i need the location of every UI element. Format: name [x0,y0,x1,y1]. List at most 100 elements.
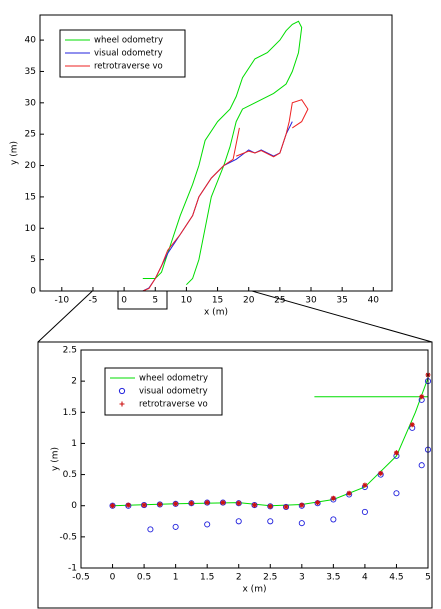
y-tick-label: 5 [30,255,36,265]
point [393,490,400,497]
x-tick-label: -0.5 [72,573,90,583]
y-tick-label: 15 [25,192,36,202]
y-tick-label: 20 [25,161,37,171]
y-axis-label: y (m) [51,447,61,471]
point [141,502,148,509]
point [204,499,211,506]
point [141,502,147,508]
legend-label: wheel odometry [139,374,208,384]
legend-label: wheel odometry [94,36,163,46]
point [204,500,210,506]
y-axis-label: y (m) [10,141,20,165]
y-tick-label: -1 [68,564,77,574]
point [267,518,274,525]
point [172,500,179,507]
y-tick-label: 2 [71,377,77,387]
point [282,503,290,511]
point [236,500,242,506]
x-tick-label: 40 [368,296,380,306]
point [283,504,289,510]
data-line [124,99,309,292]
y-tick-label: 25 [25,130,36,140]
point [409,422,415,428]
point [156,501,163,508]
data-line [142,20,303,286]
x-tick-label: 3.5 [326,573,340,583]
x-tick-label: 35 [336,296,347,306]
point [330,495,336,501]
point [220,500,226,506]
point [235,518,242,525]
x-tick-label: 5 [425,573,431,583]
y-tick-label: -0.5 [59,532,77,542]
legend-label: visual odometry [139,387,208,397]
y-tick-label: 30 [25,98,37,108]
point [361,508,368,515]
x-tick-label: 10 [181,296,193,306]
legend-swatch [119,401,125,407]
legend-label: retrotraverse vo [139,400,208,410]
y-tick-label: 1 [71,439,77,449]
point [235,500,242,507]
point [315,500,321,506]
x-tick-label: 4.5 [389,573,403,583]
x-tick-label: 1 [173,573,179,583]
x-tick-label: -5 [88,296,97,306]
point [393,450,399,456]
point [147,526,154,533]
point [299,502,305,508]
point [125,502,131,508]
point [419,394,425,400]
x-tick-label: 25 [274,296,285,306]
y-tick-label: 1.5 [63,408,77,418]
x-tick-label: -10 [54,296,69,306]
x-tick-label: 2.5 [263,573,277,583]
point [346,490,352,496]
x-tick-label: 4 [362,573,368,583]
zoom-frame [37,341,433,609]
y-tick-label: 2.5 [63,346,77,356]
x-tick-label: 20 [243,296,255,306]
point [188,500,195,507]
point [251,502,258,509]
x-axis-label: x (m) [204,308,228,318]
point [173,501,179,507]
axes-frame [80,349,429,569]
y-tick-label: 0.5 [63,470,77,480]
point [298,520,305,527]
y-tick-label: 0 [71,501,77,511]
point [252,502,257,508]
point [109,502,116,509]
x-axis-label: x (m) [243,585,267,595]
point [204,521,211,528]
point [330,516,337,523]
x-tick-label: 0.5 [137,573,151,583]
y-tick-label: 10 [25,224,37,234]
y-tick-label: 40 [25,36,37,46]
point [267,503,273,509]
point [110,503,116,509]
x-tick-label: 15 [212,296,223,306]
x-tick-label: 3 [299,573,305,583]
y-tick-label: 0 [30,287,36,297]
legend-label: retrotraverse vo [94,62,163,72]
legend-swatch [118,387,126,395]
y-tick-label: 35 [25,67,36,77]
point [418,462,425,469]
legend-label: visual odometry [94,49,163,59]
point [378,470,384,476]
axes-frame [39,14,393,292]
x-tick-label: 0 [121,296,127,306]
point [362,482,368,488]
point [219,499,227,506]
x-tick-label: 2 [236,573,242,583]
x-tick-label: 30 [305,296,317,306]
x-tick-label: 5 [152,296,158,306]
point [172,523,179,530]
point [267,503,274,510]
point [188,500,194,506]
x-tick-label: 0 [110,573,116,583]
x-tick-label: 1.5 [200,573,214,583]
point [157,501,163,507]
